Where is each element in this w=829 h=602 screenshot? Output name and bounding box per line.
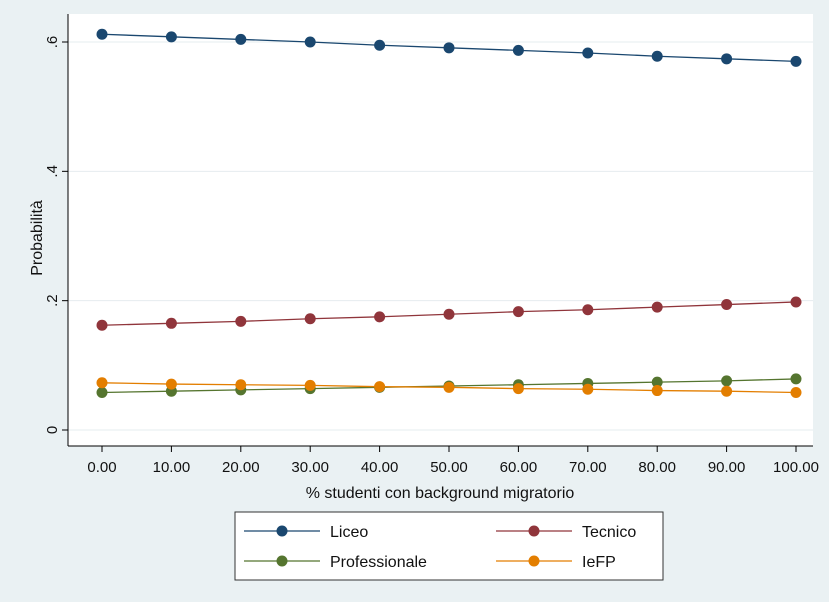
data-point-tecnico [721, 299, 733, 311]
data-point-liceo [512, 44, 524, 56]
data-point-liceo [235, 33, 247, 45]
data-point-professionale [96, 386, 108, 398]
data-point-iefp [512, 383, 524, 395]
data-point-iefp [582, 383, 594, 395]
data-point-liceo [374, 39, 386, 51]
x-tick-label: 40.00 [361, 459, 399, 476]
data-point-liceo [165, 31, 177, 43]
data-point-tecnico [96, 319, 108, 331]
x-tick-label: 50.00 [430, 459, 468, 476]
data-point-iefp [235, 379, 247, 391]
data-point-tecnico [582, 304, 594, 316]
y-tick-label: .4 [44, 165, 61, 178]
data-point-tecnico [235, 315, 247, 327]
legend-label-professionale: Professionale [330, 554, 427, 571]
data-point-tecnico [304, 313, 316, 325]
data-point-iefp [790, 386, 802, 398]
data-point-tecnico [512, 306, 524, 318]
data-point-tecnico [165, 317, 177, 329]
data-point-professionale [790, 373, 802, 385]
data-point-iefp [651, 385, 663, 397]
plot-area [68, 14, 813, 446]
legend: Liceo Tecnico Professionale IeFP [234, 511, 664, 581]
data-point-liceo [96, 28, 108, 40]
legend-label-liceo: Liceo [330, 524, 368, 541]
x-tick-label: 20.00 [222, 459, 260, 476]
x-tick-label: 60.00 [500, 459, 538, 476]
data-point-professionale [721, 375, 733, 387]
data-point-liceo [304, 36, 316, 48]
data-point-tecnico [651, 301, 663, 313]
x-tick-label: 70.00 [569, 459, 607, 476]
gridlines [68, 41, 813, 431]
x-tick-label: 30.00 [291, 459, 329, 476]
data-point-iefp [721, 385, 733, 397]
legend-marker-liceo [276, 525, 288, 537]
data-point-iefp [165, 378, 177, 390]
legend-box [234, 511, 664, 581]
axes: 0 .2 .4 .6 0.00 10.00 20.00 30.00 40.00 50.00 60.0… [44, 14, 819, 476]
legend-label-iefp: IeFP [582, 554, 616, 571]
x-axis-label: % studenti con background migratorio [306, 485, 575, 502]
data-point-tecnico [790, 296, 802, 308]
data-point-tecnico [374, 311, 386, 323]
data-point-liceo [721, 53, 733, 65]
legend-marker-tecnico [528, 525, 540, 537]
x-tick-label: 90.00 [708, 459, 746, 476]
data-point-iefp [96, 377, 108, 389]
legend-marker-iefp [528, 555, 540, 567]
series-group [96, 28, 802, 398]
x-tick-label: 100.00 [773, 459, 819, 476]
x-tick-label: 80.00 [638, 459, 676, 476]
data-point-professionale [651, 376, 663, 388]
data-point-tecnico [443, 308, 455, 320]
data-point-iefp [374, 381, 386, 393]
x-tick-label: 10.00 [153, 459, 191, 476]
legend-label-tecnico: Tecnico [582, 524, 636, 541]
y-tick-label: 0 [44, 426, 61, 434]
x-tick-label: 0.00 [87, 459, 116, 476]
y-tick-label: .2 [44, 294, 61, 307]
data-point-liceo [790, 55, 802, 67]
legend-marker-professionale [276, 555, 288, 567]
data-point-iefp [443, 381, 455, 393]
data-point-iefp [304, 379, 316, 391]
y-tick-label: .6 [44, 36, 61, 49]
data-point-liceo [582, 47, 594, 59]
y-axis-label: Probabilità [29, 200, 46, 276]
data-point-liceo [651, 50, 663, 62]
data-point-liceo [443, 42, 455, 54]
